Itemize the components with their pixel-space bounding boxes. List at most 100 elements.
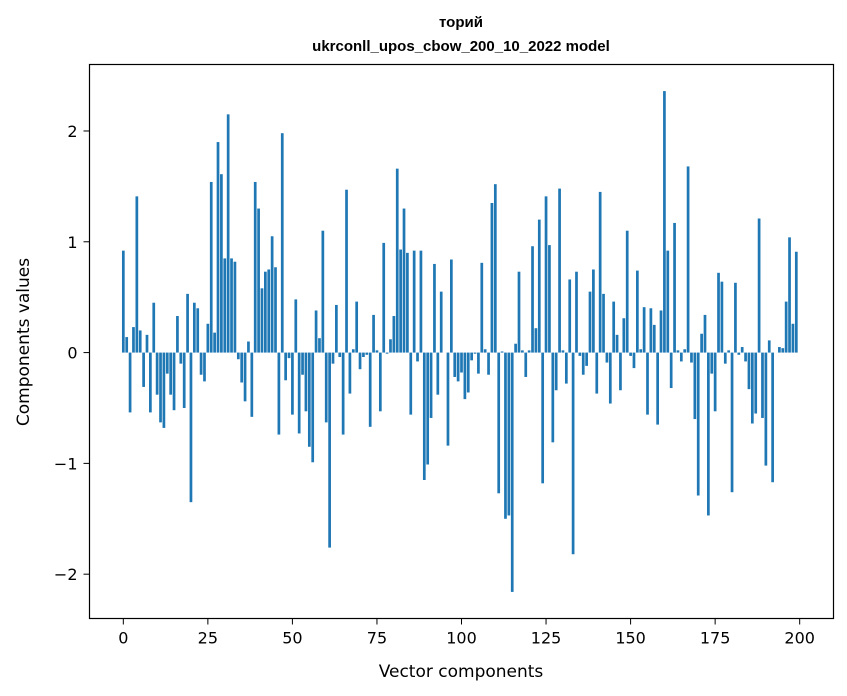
bar-74 bbox=[372, 314, 375, 353]
bar-129 bbox=[558, 188, 561, 353]
bar-149 bbox=[625, 230, 629, 353]
bar-113 bbox=[504, 352, 507, 519]
bar-88 bbox=[419, 250, 423, 353]
bar-6 bbox=[142, 352, 145, 387]
bar-80 bbox=[392, 316, 396, 353]
bar-174 bbox=[710, 352, 714, 374]
bar-133 bbox=[571, 352, 575, 555]
bar-30 bbox=[223, 258, 227, 353]
bar-110 bbox=[493, 184, 497, 353]
bar-148 bbox=[622, 318, 626, 353]
bar-63 bbox=[335, 304, 338, 353]
bar-49 bbox=[287, 352, 291, 359]
bar-52 bbox=[297, 352, 301, 434]
bar-179 bbox=[727, 350, 731, 353]
bar-173 bbox=[707, 352, 710, 516]
bar-98 bbox=[453, 352, 457, 377]
bar-7 bbox=[145, 334, 149, 353]
bar-69 bbox=[355, 301, 359, 353]
bar-135 bbox=[578, 352, 582, 356]
bar-124 bbox=[541, 352, 545, 484]
bar-10 bbox=[155, 352, 159, 395]
bar-180 bbox=[730, 352, 734, 493]
bar-73 bbox=[368, 352, 372, 427]
bar-66 bbox=[345, 189, 348, 353]
chart-subtitle: ukrconll_upos_cbow_200_10_2022 model bbox=[312, 38, 610, 55]
bar-55 bbox=[307, 352, 311, 447]
bar-165 bbox=[679, 352, 683, 362]
bar-11 bbox=[159, 352, 162, 423]
y-tick-label: 1 bbox=[67, 233, 77, 252]
bar-187 bbox=[754, 352, 758, 414]
bar-199 bbox=[794, 251, 798, 353]
bar-16 bbox=[176, 316, 179, 353]
bar-134 bbox=[575, 271, 578, 353]
bar-128 bbox=[554, 352, 558, 391]
bar-62 bbox=[331, 352, 335, 364]
bar-79 bbox=[389, 339, 392, 353]
bar-77 bbox=[382, 242, 386, 353]
bar-163 bbox=[673, 222, 676, 353]
bar-171 bbox=[700, 333, 703, 353]
bar-191 bbox=[767, 340, 771, 353]
bar-27 bbox=[213, 332, 216, 353]
bar-58 bbox=[318, 338, 321, 353]
x-axis-ticks: 0 25 50 75 100 125 150 175 200 bbox=[118, 618, 815, 648]
bar-1 bbox=[125, 337, 129, 353]
bar-37 bbox=[247, 341, 250, 353]
bar-141 bbox=[598, 191, 602, 353]
bar-123 bbox=[537, 219, 541, 353]
bar-22 bbox=[196, 308, 200, 353]
bar-94 bbox=[439, 291, 443, 353]
bar-122 bbox=[534, 328, 538, 353]
bar-85 bbox=[409, 352, 413, 415]
bar-25 bbox=[206, 323, 210, 353]
bar-0 bbox=[121, 250, 125, 353]
bar-12 bbox=[162, 352, 166, 428]
bar-83 bbox=[402, 208, 406, 353]
bar-136 bbox=[581, 352, 585, 375]
bar-86 bbox=[412, 250, 416, 353]
bar-114 bbox=[507, 352, 511, 516]
bar-188 bbox=[757, 218, 761, 353]
bar-176 bbox=[717, 272, 720, 353]
bar-87 bbox=[416, 352, 419, 362]
bar-18 bbox=[182, 352, 186, 408]
bar-151 bbox=[632, 352, 636, 369]
x-tick-label: 125 bbox=[531, 629, 562, 648]
bar-47 bbox=[280, 133, 284, 353]
y-tick-label: −1 bbox=[54, 454, 78, 473]
bar-155 bbox=[646, 352, 649, 415]
bar-38 bbox=[250, 352, 254, 417]
bar-40 bbox=[257, 208, 260, 353]
bar-70 bbox=[358, 352, 362, 370]
bar-8 bbox=[149, 352, 152, 413]
bar-118 bbox=[521, 350, 524, 353]
bar-96 bbox=[446, 352, 450, 446]
bar-91 bbox=[429, 352, 433, 418]
bar-184 bbox=[744, 352, 747, 362]
bar-103 bbox=[470, 352, 473, 361]
bar-65 bbox=[341, 352, 345, 435]
bar-82 bbox=[399, 249, 402, 353]
bar-75 bbox=[375, 350, 379, 353]
y-tick-label: −2 bbox=[54, 565, 78, 584]
bar-92 bbox=[433, 263, 436, 353]
bar-45 bbox=[274, 267, 277, 353]
bar-190 bbox=[764, 352, 768, 466]
bar-100 bbox=[460, 352, 463, 373]
bar-130 bbox=[561, 350, 565, 353]
bar-189 bbox=[761, 352, 764, 418]
bar-106 bbox=[480, 262, 484, 353]
bar-194 bbox=[778, 347, 781, 353]
bar-154 bbox=[642, 307, 646, 353]
bar-146 bbox=[615, 334, 619, 353]
bar-119 bbox=[524, 352, 528, 377]
x-tick-label: 25 bbox=[198, 629, 218, 648]
bar-13 bbox=[165, 352, 169, 374]
bar-185 bbox=[747, 352, 751, 390]
bar-53 bbox=[301, 352, 304, 375]
bar-161 bbox=[666, 250, 670, 353]
x-tick-label: 75 bbox=[367, 629, 387, 648]
bar-175 bbox=[713, 352, 717, 412]
